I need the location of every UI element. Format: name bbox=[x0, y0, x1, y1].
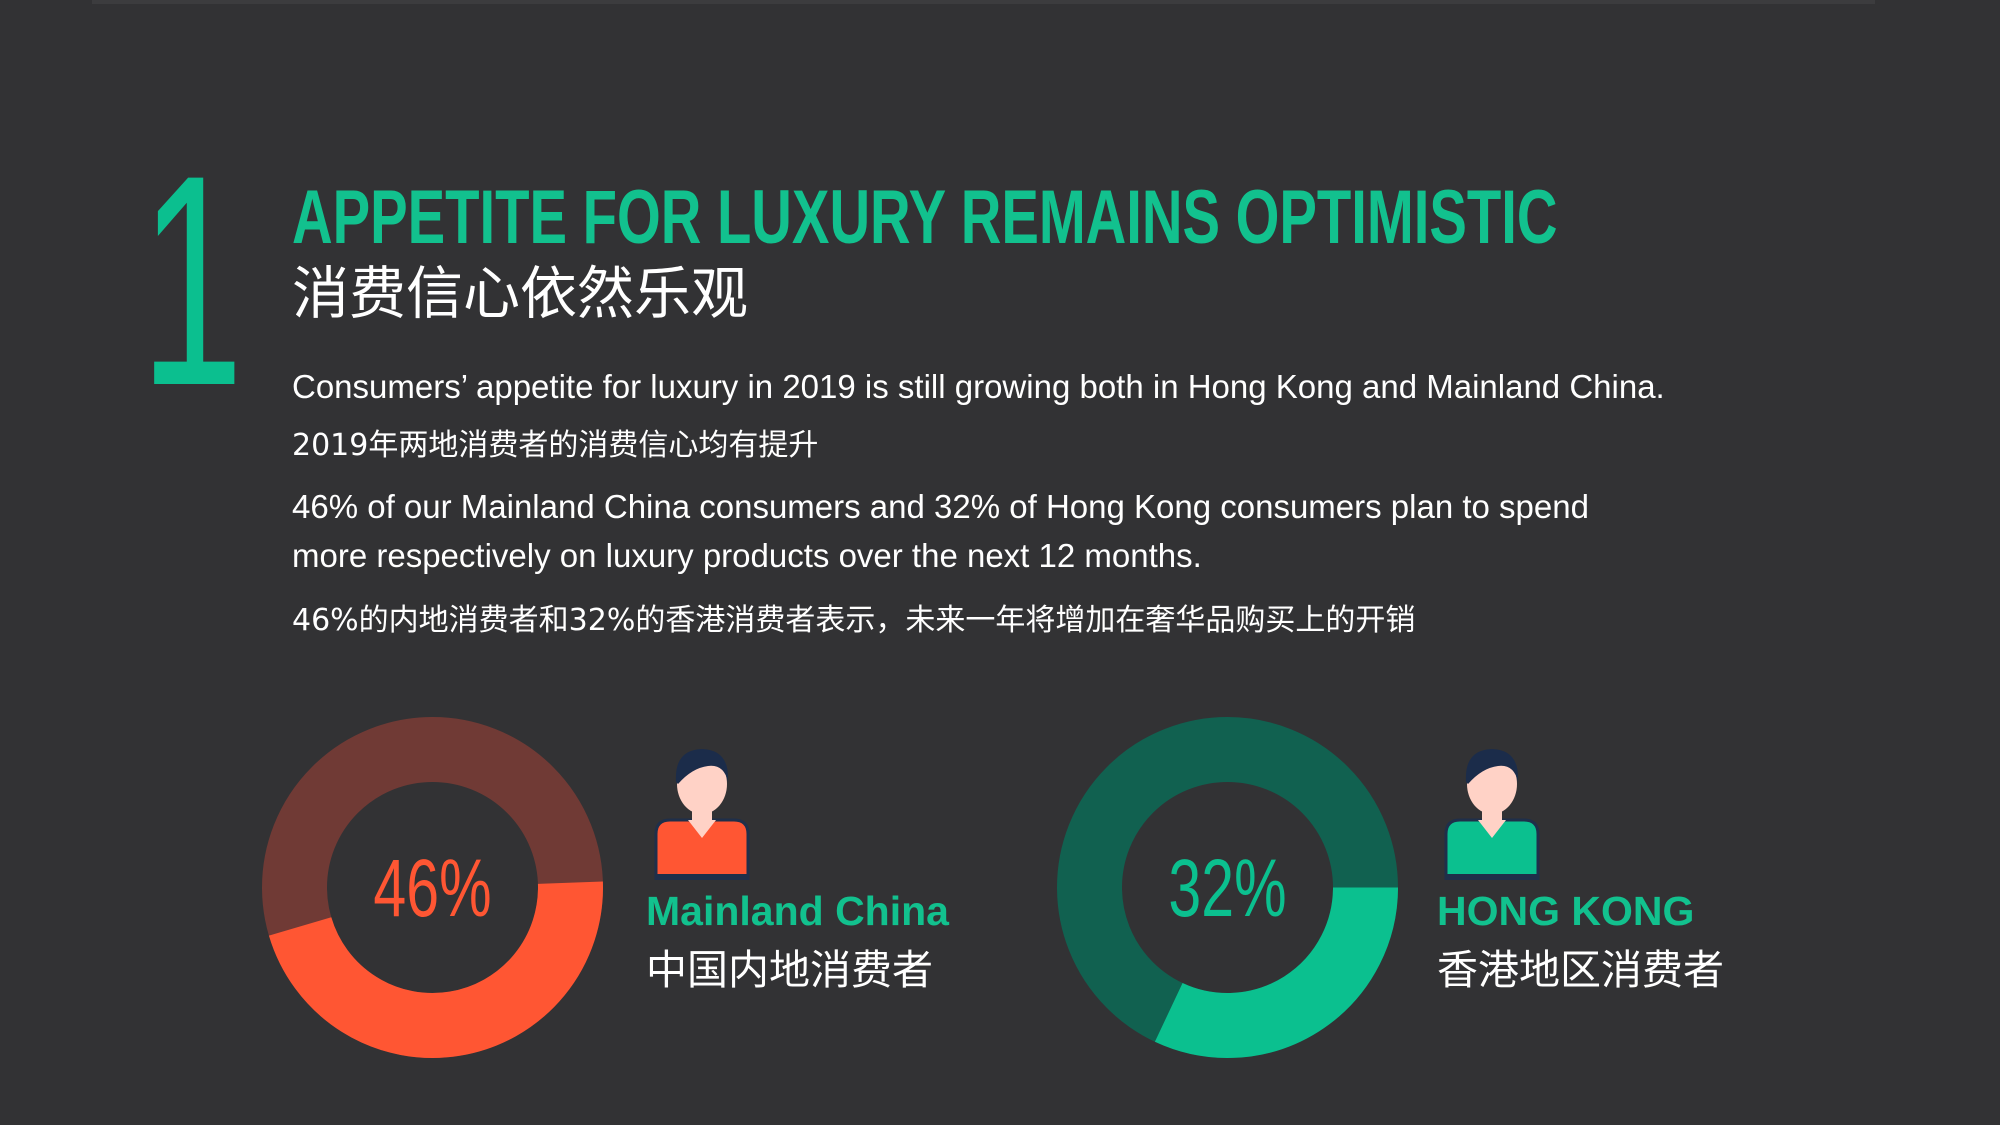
region-label-mainland-en: Mainland China bbox=[646, 888, 949, 934]
donut-chart-hongkong: 32% bbox=[1057, 717, 1398, 1058]
donut-chart-mainland: 46% bbox=[262, 717, 603, 1058]
region-label-hongkong-en: HONG KONG bbox=[1437, 888, 1695, 934]
person-hair bbox=[675, 749, 729, 784]
person-icon bbox=[1444, 749, 1540, 880]
section-number: 1 bbox=[140, 112, 243, 448]
section-title-cn: 消费信心依然乐观 bbox=[292, 261, 748, 327]
body-line2-en-b: more respectively on luxury products ove… bbox=[292, 537, 1202, 574]
person-icon bbox=[654, 749, 750, 880]
donut-value-arc-hongkong bbox=[1154, 886, 1398, 1058]
region-label-mainland-cn: 中国内地消费者 bbox=[646, 946, 933, 994]
person-body bbox=[1444, 818, 1540, 880]
donut-value-arc-mainland bbox=[268, 881, 603, 1058]
body-line2-en-a: 46% of our Mainland China consumers and … bbox=[292, 488, 1589, 525]
body-line1-en: Consumers’ appetite for luxury in 2019 i… bbox=[292, 368, 1665, 405]
person-hair bbox=[1465, 749, 1519, 784]
region-label-hongkong-cn: 香港地区消费者 bbox=[1437, 946, 1724, 994]
donut-percent-label-hongkong: 32% bbox=[1168, 843, 1286, 935]
section-title-en: APPETITE FOR LUXURY REMAINS OPTIMISTIC bbox=[292, 175, 1558, 260]
body-line2-cn: 46%的内地消费者和32%的香港消费者表示，未来一年将增加在奢华品购买上的开销 bbox=[292, 603, 1416, 638]
body-line1-cn: 2019年两地消费者的消费信心均有提升 bbox=[292, 428, 819, 463]
top-divider bbox=[92, 0, 1875, 4]
donut-percent-label-mainland: 46% bbox=[373, 843, 491, 935]
person-body bbox=[654, 818, 750, 880]
